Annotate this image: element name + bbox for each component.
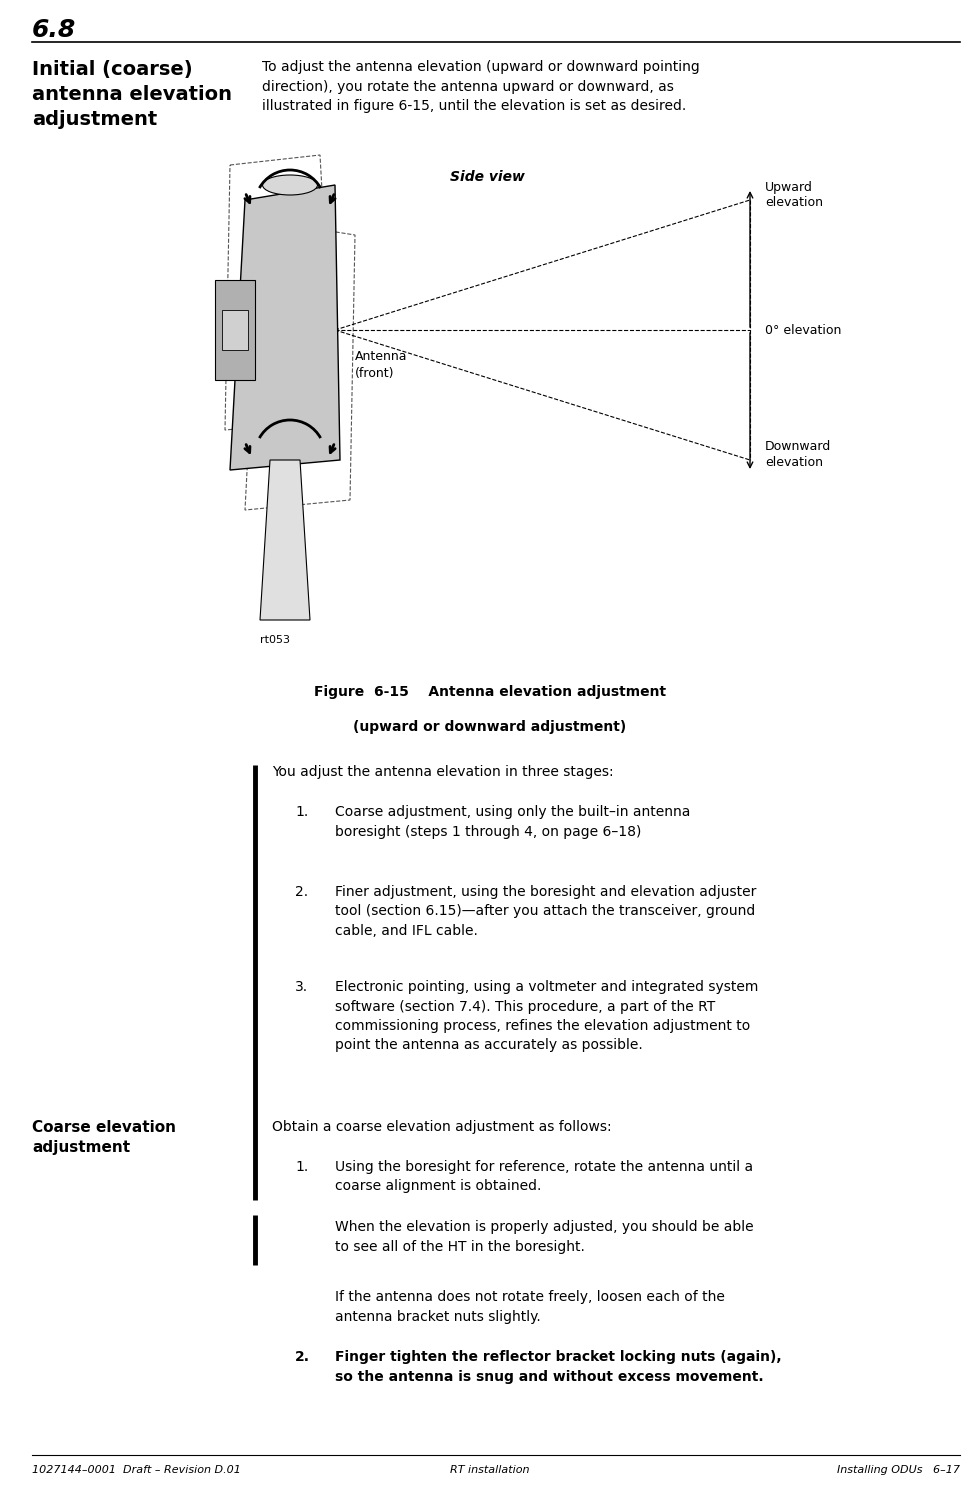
Text: Antenna
(front): Antenna (front)	[355, 350, 408, 380]
Text: RT installation: RT installation	[450, 1465, 530, 1476]
Text: Downward
elevation: Downward elevation	[765, 441, 831, 469]
Polygon shape	[260, 460, 310, 619]
Text: Using the boresight for reference, rotate the antenna until a
coarse alignment i: Using the boresight for reference, rotat…	[335, 1160, 753, 1194]
Text: Installing ODUs   6–17: Installing ODUs 6–17	[837, 1465, 960, 1476]
Text: You adjust the antenna elevation in three stages:: You adjust the antenna elevation in thre…	[272, 765, 613, 779]
Text: When the elevation is properly adjusted, you should be able
to see all of the HT: When the elevation is properly adjusted,…	[335, 1219, 754, 1254]
Text: 1.: 1.	[295, 806, 309, 819]
Text: Side view: Side view	[450, 170, 525, 185]
Text: 6.8: 6.8	[32, 18, 76, 42]
Text: 3.: 3.	[295, 980, 308, 995]
Text: Figure  6-15    Antenna elevation adjustment: Figure 6-15 Antenna elevation adjustment	[314, 685, 666, 698]
Text: Finer adjustment, using the boresight and elevation adjuster
tool (section 6.15): Finer adjustment, using the boresight an…	[335, 884, 757, 938]
Polygon shape	[230, 185, 340, 471]
Text: Obtain a coarse elevation adjustment as follows:: Obtain a coarse elevation adjustment as …	[272, 1120, 612, 1135]
Ellipse shape	[263, 176, 318, 195]
Text: To adjust the antenna elevation (upward or downward pointing
direction), you rot: To adjust the antenna elevation (upward …	[262, 60, 700, 113]
Text: rt053: rt053	[260, 634, 290, 645]
Text: 1027144–0001  Draft – Revision D.01: 1027144–0001 Draft – Revision D.01	[32, 1465, 241, 1476]
Text: Electronic pointing, using a voltmeter and integrated system
software (section 7: Electronic pointing, using a voltmeter a…	[335, 980, 759, 1053]
Text: (upward or downward adjustment): (upward or downward adjustment)	[354, 721, 626, 734]
Text: If the antenna does not rotate freely, loosen each of the
antenna bracket nuts s: If the antenna does not rotate freely, l…	[335, 1289, 725, 1324]
Text: Coarse adjustment, using only the built–in antenna
boresight (steps 1 through 4,: Coarse adjustment, using only the built–…	[335, 806, 690, 838]
Text: Initial (coarse)
antenna elevation
adjustment: Initial (coarse) antenna elevation adjus…	[32, 60, 232, 130]
Text: 0° elevation: 0° elevation	[765, 323, 842, 337]
Text: Upward
elevation: Upward elevation	[765, 180, 823, 210]
Text: Finger tighten the reflector bracket locking nuts (again),
so the antenna is snu: Finger tighten the reflector bracket loc…	[335, 1351, 782, 1383]
Polygon shape	[222, 310, 248, 350]
Polygon shape	[215, 280, 255, 380]
Text: 2.: 2.	[295, 884, 308, 899]
Text: 2.: 2.	[295, 1351, 310, 1364]
Text: Coarse elevation
adjustment: Coarse elevation adjustment	[32, 1120, 176, 1155]
Text: 1.: 1.	[295, 1160, 309, 1173]
